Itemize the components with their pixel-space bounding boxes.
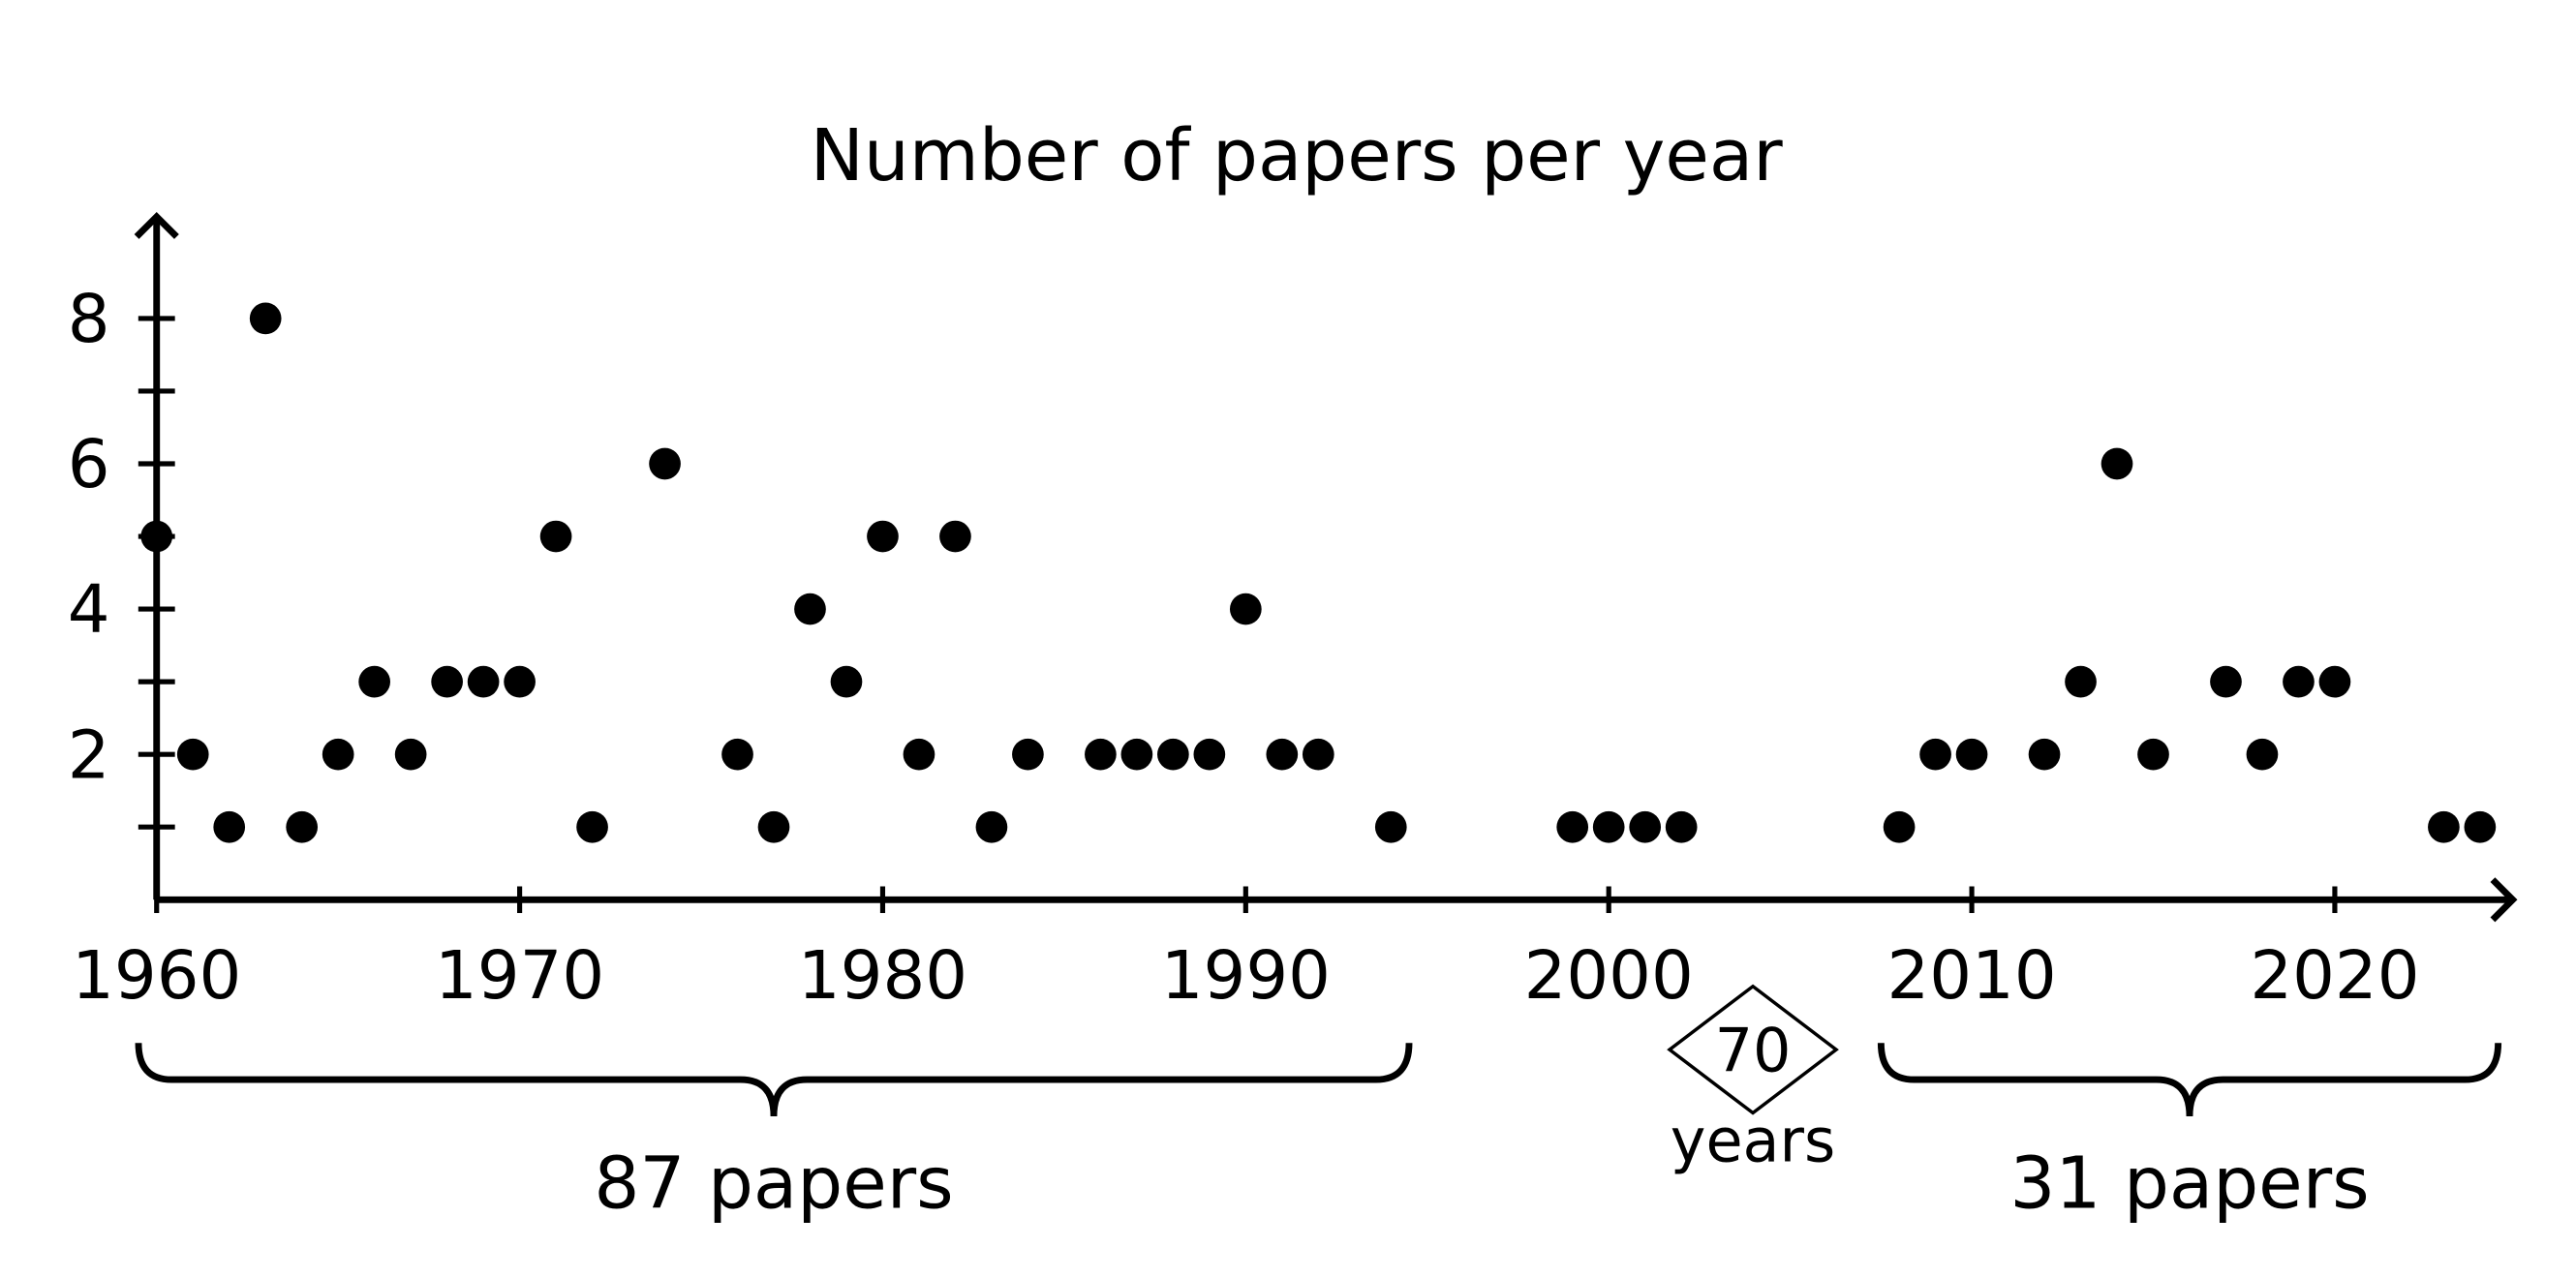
point — [1629, 810, 1662, 843]
point — [794, 593, 826, 625]
point — [1193, 738, 1226, 771]
point — [176, 738, 209, 771]
x-tick-label: 2000 — [1524, 937, 1694, 1015]
x-tick-label: 1980 — [798, 937, 967, 1015]
point — [2101, 447, 2133, 480]
gap-diamond — [1667, 984, 1839, 1115]
point — [1665, 810, 1698, 843]
point — [2028, 738, 2061, 771]
point — [1883, 810, 1916, 843]
point — [975, 810, 1008, 843]
point — [2210, 665, 2242, 698]
point — [1120, 738, 1153, 771]
point — [2065, 665, 2097, 698]
point — [1266, 738, 1299, 771]
point — [467, 665, 500, 698]
point — [358, 665, 390, 698]
brace — [135, 1043, 1413, 1117]
y-tick-label: 2 — [68, 716, 110, 794]
point — [2137, 738, 2169, 771]
point — [2464, 810, 2497, 843]
chart-title: Number of papers per year — [811, 114, 1784, 198]
point — [539, 520, 572, 553]
point — [1157, 738, 1189, 771]
point — [649, 447, 681, 480]
point — [1556, 810, 1589, 843]
point — [322, 738, 354, 771]
point — [2283, 665, 2315, 698]
point — [1302, 738, 1334, 771]
point — [2246, 738, 2279, 771]
x-axis-arrow — [2490, 877, 2518, 923]
point — [757, 810, 790, 843]
point — [213, 810, 246, 843]
point — [2318, 665, 2351, 698]
point — [1012, 738, 1044, 771]
y-tick-label: 6 — [68, 426, 110, 503]
gap-text: years — [1671, 1106, 1835, 1175]
x-tick-label: 1990 — [1161, 937, 1331, 1015]
x-tick-label: 1960 — [72, 937, 241, 1015]
y-axis-arrow — [134, 211, 179, 239]
point — [867, 520, 899, 553]
brace-label: 87 papers — [594, 1142, 953, 1226]
point — [2428, 810, 2460, 843]
point — [576, 810, 608, 843]
point — [903, 738, 935, 771]
point — [504, 665, 536, 698]
point — [1229, 593, 1262, 625]
point — [140, 520, 173, 553]
point — [1374, 810, 1407, 843]
point — [830, 665, 863, 698]
point — [394, 738, 427, 771]
point — [286, 810, 319, 843]
point — [1592, 810, 1625, 843]
point — [721, 738, 753, 771]
point — [1085, 738, 1117, 771]
point — [1955, 738, 1988, 771]
point — [431, 665, 463, 698]
y-tick-label: 8 — [68, 281, 110, 358]
x-tick-label: 2010 — [1887, 937, 2057, 1015]
gap-annotation: 70 years — [1667, 984, 1839, 1175]
point — [939, 520, 971, 553]
point — [249, 302, 282, 335]
x-tick-label: 1970 — [435, 937, 604, 1015]
x-tick-label: 2020 — [2250, 937, 2419, 1015]
y-tick-label: 4 — [68, 571, 110, 649]
gap-number: 70 — [1715, 1016, 1792, 1085]
point — [1919, 738, 1951, 771]
brace — [1877, 1043, 2502, 1117]
brace-label: 31 papers — [2009, 1142, 2369, 1226]
